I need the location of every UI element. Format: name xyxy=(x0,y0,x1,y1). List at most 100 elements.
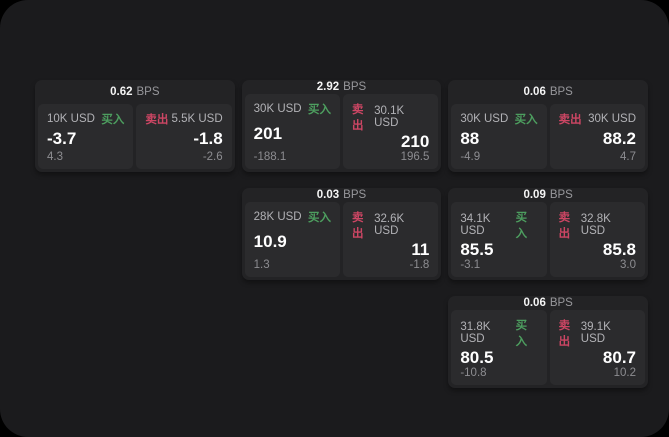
bps-unit: BPS xyxy=(549,297,573,309)
cell-top: 10K USD 买入 xyxy=(47,111,124,127)
card-body: 28K USD 买入 10.9 1.3 卖出 32.6K USD 11 -1.8 xyxy=(244,202,439,277)
bps-value: 0.03 xyxy=(316,189,340,201)
sell-label: 卖出 xyxy=(352,212,364,240)
card-body: 30K USD 买入 201 -188.1 卖出 30.1K USD 210 1… xyxy=(244,94,439,169)
notional-label: 5.5K USD xyxy=(171,113,223,125)
buy-delta: -4.9 xyxy=(460,151,481,163)
buy-price: -3.7 xyxy=(47,129,77,148)
notional-label: 30K USD xyxy=(253,103,302,115)
buy-price: 80.5 xyxy=(460,348,494,367)
buy-delta: 1.3 xyxy=(253,259,270,271)
sell-delta: 196.5 xyxy=(400,151,430,163)
notional-label: 31.8K USD xyxy=(460,321,491,345)
cell-top: 卖出 32.6K USD xyxy=(352,209,429,241)
sell-price: 210 xyxy=(400,132,430,151)
notional-label: 28K USD xyxy=(253,211,302,223)
bps-header: 0.06 BPS xyxy=(451,296,645,310)
sell-delta: -1.8 xyxy=(409,259,430,271)
buy-price: 201 xyxy=(253,124,283,143)
buy-price: 88 xyxy=(460,129,480,148)
sell-delta: 10.2 xyxy=(613,367,637,379)
card-body: 34.1K USD 买入 85.5 -3.1 卖出 32.8K USD 85.8… xyxy=(451,202,646,277)
bps-unit: BPS xyxy=(343,189,367,201)
notional-label: 39.1K USD xyxy=(580,321,611,345)
quote-grid: 0.62 BPS 10K USD 买入 -3.7 4.3 卖出 5.5K USD xyxy=(35,80,648,388)
cell-top: 卖出 30K USD xyxy=(559,111,636,127)
quote-card: 2.92 BPS 30K USD 买入 201 -188.1 卖出 30.1K … xyxy=(241,80,442,172)
bps-header: 0.06 BPS xyxy=(451,80,645,104)
buy-delta: 4.3 xyxy=(47,151,63,163)
sell-cell[interactable]: 卖出 32.8K USD 85.8 3.0 xyxy=(549,202,646,277)
card-body: 10K USD 买入 -3.7 4.3 卖出 5.5K USD -1.8 -2.… xyxy=(38,104,232,169)
bps-unit: BPS xyxy=(343,81,367,93)
buy-price: 85.5 xyxy=(460,240,494,259)
buy-cell[interactable]: 31.8K USD 买入 80.5 -10.8 xyxy=(451,310,547,385)
cell-top: 卖出 5.5K USD xyxy=(145,111,222,127)
buy-delta: -188.1 xyxy=(253,151,287,163)
sell-delta: -2.6 xyxy=(202,151,223,163)
bps-header: 0.62 BPS xyxy=(38,80,232,104)
buy-label: 买入 xyxy=(308,104,331,116)
notional-label: 34.1K USD xyxy=(460,213,491,237)
sell-cell[interactable]: 卖出 32.6K USD 11 -1.8 xyxy=(343,202,439,277)
buy-cell[interactable]: 30K USD 买入 88 -4.9 xyxy=(451,104,547,169)
cell-top: 28K USD 买入 xyxy=(254,209,331,225)
sell-price: 88.2 xyxy=(602,129,637,148)
bps-value: 0.62 xyxy=(110,86,133,98)
buy-label: 买入 xyxy=(101,114,125,126)
bps-value: 2.92 xyxy=(316,81,340,93)
bps-unit: BPS xyxy=(549,189,573,201)
sell-cell[interactable]: 卖出 39.1K USD 80.7 10.2 xyxy=(549,310,646,385)
sell-cell[interactable]: 卖出 5.5K USD -1.8 -2.6 xyxy=(136,104,232,169)
sell-delta: 3.0 xyxy=(620,259,637,271)
notional-label: 32.8K USD xyxy=(580,213,611,237)
sell-cell[interactable]: 卖出 30K USD 88.2 4.7 xyxy=(549,104,646,169)
buy-cell[interactable]: 30K USD 买入 201 -188.1 xyxy=(244,94,340,169)
quote-card: 0.06 BPS 30K USD 买入 88 -4.9 卖出 30K USD xyxy=(448,80,648,172)
sell-label: 卖出 xyxy=(558,320,571,348)
sell-price: 11 xyxy=(411,240,430,259)
buy-label: 买入 xyxy=(515,320,528,348)
sell-price: -1.8 xyxy=(193,129,223,148)
bps-unit: BPS xyxy=(549,86,573,98)
cell-top: 卖出 30.1K USD xyxy=(352,101,429,133)
quote-card: 0.09 BPS 34.1K USD 买入 85.5 -3.1 卖出 32.8K… xyxy=(448,188,648,280)
sell-delta: 4.7 xyxy=(620,151,637,163)
bps-value: 0.06 xyxy=(523,86,546,98)
cell-top: 30K USD 买入 xyxy=(254,101,331,117)
sell-label: 卖出 xyxy=(352,104,364,132)
buy-cell[interactable]: 34.1K USD 买入 85.5 -3.1 xyxy=(451,202,547,277)
bps-unit: BPS xyxy=(136,86,160,98)
bps-header: 2.92 BPS xyxy=(245,80,439,94)
sell-label: 卖出 xyxy=(145,114,169,126)
buy-delta: -3.1 xyxy=(460,259,481,271)
notional-label: 30K USD xyxy=(588,113,637,125)
bps-header: 0.03 BPS xyxy=(245,188,439,202)
notional-label: 32.6K USD xyxy=(374,213,405,237)
quote-card: 0.03 BPS 28K USD 买入 10.9 1.3 卖出 32.6K US… xyxy=(241,188,442,280)
buy-label: 买入 xyxy=(308,212,331,224)
bps-header: 0.09 BPS xyxy=(451,188,645,202)
sell-label: 卖出 xyxy=(558,212,571,240)
cell-top: 卖出 32.8K USD xyxy=(559,209,636,241)
cell-top: 卖出 39.1K USD xyxy=(559,317,636,349)
cell-top: 30K USD 买入 xyxy=(460,111,537,127)
sell-price: 80.7 xyxy=(602,348,637,367)
sell-cell[interactable]: 卖出 30.1K USD 210 196.5 xyxy=(343,94,439,169)
notional-label: 10K USD xyxy=(47,113,95,125)
card-body: 31.8K USD 买入 80.5 -10.8 卖出 39.1K USD 80.… xyxy=(451,310,646,385)
bps-value: 0.09 xyxy=(523,189,546,201)
notional-label: 30.1K USD xyxy=(374,105,405,129)
card-body: 30K USD 买入 88 -4.9 卖出 30K USD 88.2 4.7 xyxy=(451,104,646,169)
bps-value: 0.06 xyxy=(523,297,546,309)
cell-top: 31.8K USD 买入 xyxy=(460,317,537,349)
notional-label: 30K USD xyxy=(460,113,509,125)
sell-label: 卖出 xyxy=(558,114,582,126)
buy-delta: -10.8 xyxy=(460,367,487,379)
buy-cell[interactable]: 28K USD 买入 10.9 1.3 xyxy=(244,202,340,277)
buy-label: 买入 xyxy=(515,212,528,240)
sell-price: 85.8 xyxy=(602,240,637,259)
buy-cell[interactable]: 10K USD 买入 -3.7 4.3 xyxy=(38,104,134,169)
buy-label: 买入 xyxy=(514,114,538,126)
